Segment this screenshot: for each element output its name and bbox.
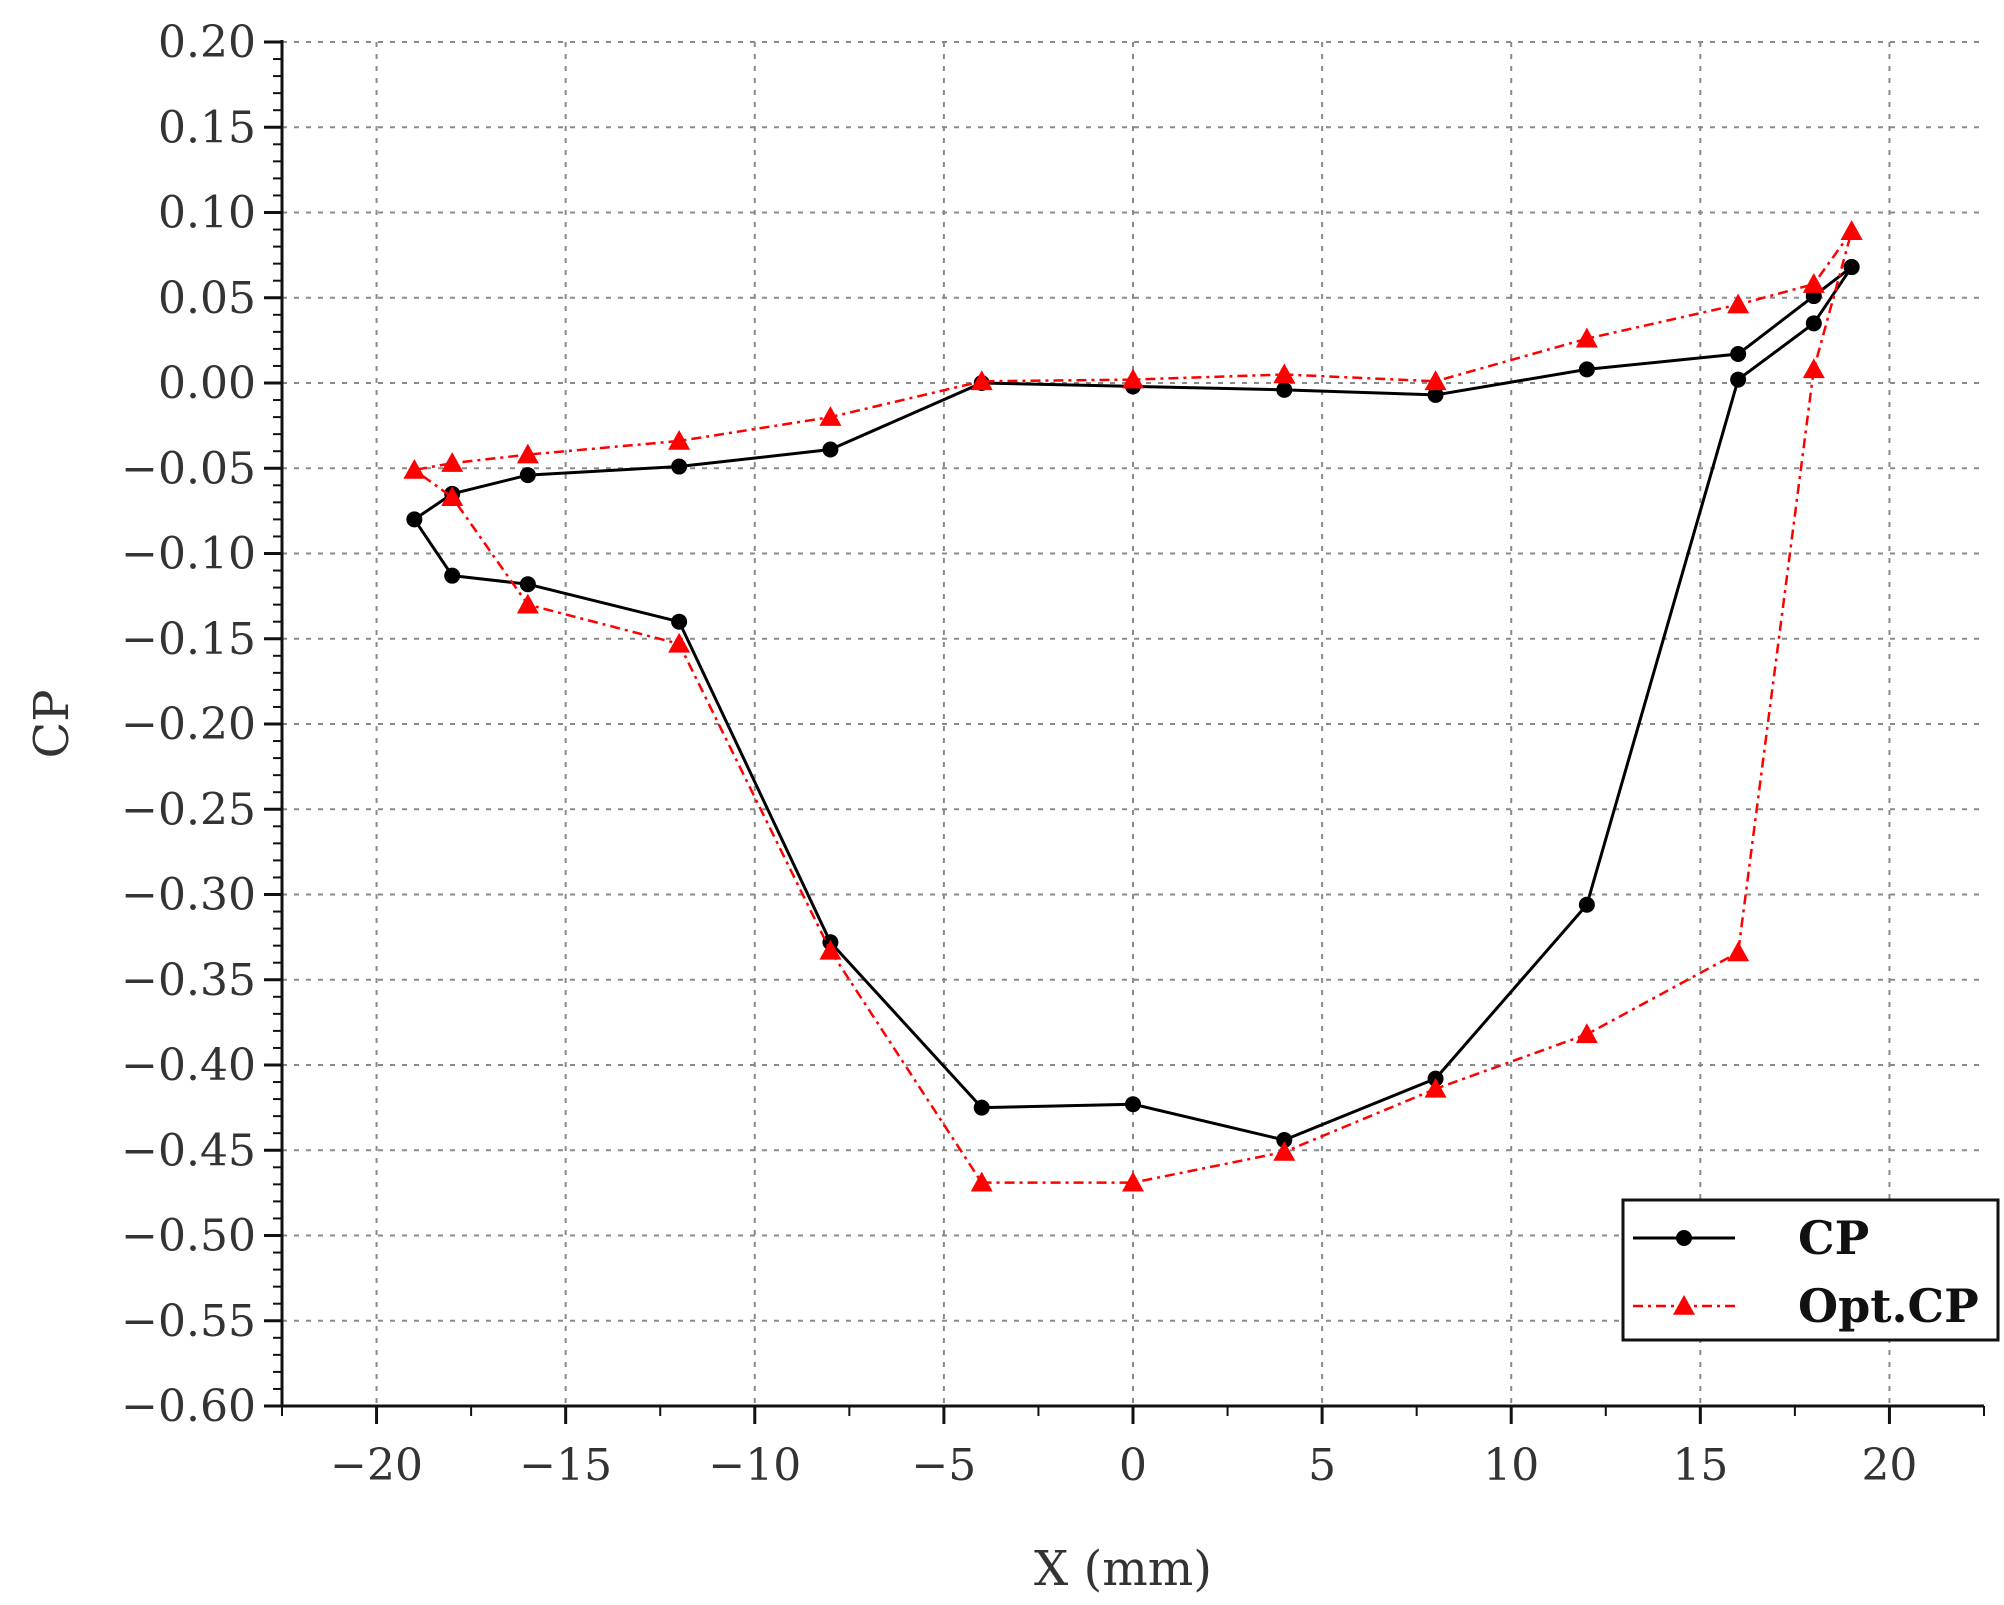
y-tick-label: 0.00 [158,358,256,409]
data-point [1122,1171,1144,1192]
data-point [406,511,423,528]
x-tick-label: −5 [911,1440,976,1491]
data-point [1730,346,1747,363]
x-tick-label: 10 [1483,1440,1539,1491]
y-tick-label: −0.20 [121,699,256,750]
data-point [671,613,688,630]
legend-label: Opt.CP [1798,1279,1979,1333]
data-point [519,576,536,593]
data-point [822,441,839,458]
x-tick-label: −15 [519,1440,612,1491]
y-axis-title: CP [24,689,80,758]
legend-label: CP [1798,1211,1869,1265]
data-point [819,939,842,960]
data-point [1424,1077,1447,1098]
y-tick-label: −0.50 [121,1211,256,1262]
y-tick-label: 0.20 [158,17,256,68]
data-point [1578,896,1595,913]
data-point [441,452,464,472]
axes: −20 −15 −10 −5 0 5 10 15 20 0.20 0.15 0.10 0.05 0.00 −… [24,17,1985,1597]
y-tick-label: 0.15 [158,102,256,153]
data-point [1843,259,1860,276]
data-point [1805,315,1822,332]
x-tick-label: −20 [330,1440,423,1491]
data-point [970,1171,993,1192]
data-point [668,632,691,653]
data-point [1840,220,1863,241]
y-tick-label: −0.55 [121,1296,256,1347]
x-tick-label: 5 [1308,1440,1336,1491]
x-tick-label: 0 [1119,1440,1147,1491]
x-tick-label: −10 [708,1440,801,1491]
data-point [1802,273,1825,293]
x-axis-title: X (mm) [1034,1541,1212,1597]
y-tick-label: 0.10 [158,188,256,239]
data-point [1276,381,1293,398]
y-tick-label: −0.30 [121,870,256,921]
data-point [1427,386,1444,403]
legend-entry: Opt.CP [1633,1279,1979,1333]
data-point [403,458,426,479]
data-point [973,1099,990,1116]
y-tick-label: −0.60 [121,1381,256,1432]
data-point [1727,293,1750,314]
legend: CP Opt.CP [1621,1198,2000,1342]
data-point [1802,358,1825,379]
y-tick-label: −0.45 [121,1125,256,1176]
data-point [1273,363,1296,384]
data-point [1276,1132,1293,1149]
data-point [1730,371,1747,388]
data-point [1424,370,1447,391]
data-point [1122,368,1144,389]
legend-swatch-marker [1676,1230,1692,1246]
series-opt-cp [403,220,1863,1192]
data-point [1125,1096,1141,1113]
x-tick-label: 15 [1672,1440,1728,1491]
series-layer [403,220,1863,1192]
y-tick-label: −0.35 [121,955,256,1006]
x-tick-label: 20 [1861,1440,1917,1491]
y-tick-label: −0.05 [121,443,256,494]
data-point [671,458,688,475]
data-point [970,370,993,391]
data-point [1727,941,1750,962]
legend-swatch-marker [1673,1295,1695,1315]
data-point [516,443,539,464]
y-tick-label: −0.25 [121,784,256,835]
legend-entry: CP [1633,1211,1869,1265]
data-point [516,593,539,614]
data-point [1273,1140,1296,1161]
data-point [441,486,464,507]
y-tick-label: −0.40 [121,1040,256,1091]
data-point [668,429,691,450]
y-tick-label: −0.10 [121,529,256,580]
data-point [1575,327,1598,348]
y-tick-label: −0.15 [121,614,256,665]
data-point [1578,361,1595,378]
data-point [819,406,842,426]
legend-box [1621,1198,2000,1342]
data-point [519,467,536,484]
y-tick-label: 0.05 [158,273,256,324]
data-point [1575,1023,1598,1044]
data-point [444,567,461,584]
